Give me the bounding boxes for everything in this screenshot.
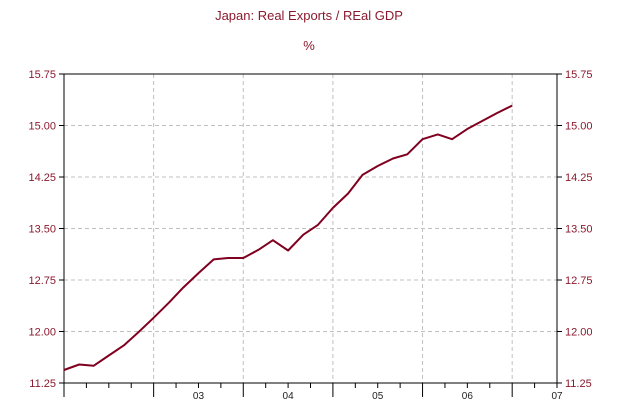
y-tick-label-left: 15.75	[28, 69, 56, 81]
grid	[64, 74, 557, 383]
series-line	[63, 104, 513, 371]
x-tick-label: 04	[283, 391, 295, 402]
y-tick-label-left: 12.75	[28, 275, 56, 287]
x-tick-label: 03	[193, 391, 205, 402]
x-tick-label: 07	[551, 391, 563, 402]
y-tick-label-right: 15.75	[565, 69, 593, 81]
y-tick-label-left: 13.50	[28, 224, 56, 236]
y-tick-label-left: 15.00	[28, 121, 56, 133]
y-tick-label-right: 13.50	[565, 224, 593, 236]
y-tick-label-right: 14.25	[565, 172, 593, 184]
chart-title: Japan: Real Exports / REal GDP	[215, 8, 403, 23]
x-tick-label: 06	[462, 391, 474, 402]
y-axis-left: 15.75 15.00 14.25 13.50 12.75 12.00 11.25	[28, 69, 64, 390]
y-tick-label-left: 14.25	[28, 172, 56, 184]
y-tick-label-right: 11.25	[565, 378, 592, 390]
y-axis-right: 15.75 15.00 14.25 13.50 12.75 12.00 11.25	[557, 69, 593, 390]
y-tick-label-right: 15.00	[565, 121, 593, 133]
chart-subtitle: %	[303, 38, 315, 53]
y-tick-label-right: 12.00	[565, 327, 593, 339]
y-tick-label-left: 11.25	[29, 378, 56, 390]
x-tick-label: 05	[372, 391, 384, 402]
y-tick-label-right: 12.75	[565, 275, 593, 287]
y-tick-label-left: 12.00	[28, 327, 56, 339]
x-axis: 03 04 05 06 07	[63, 383, 563, 402]
